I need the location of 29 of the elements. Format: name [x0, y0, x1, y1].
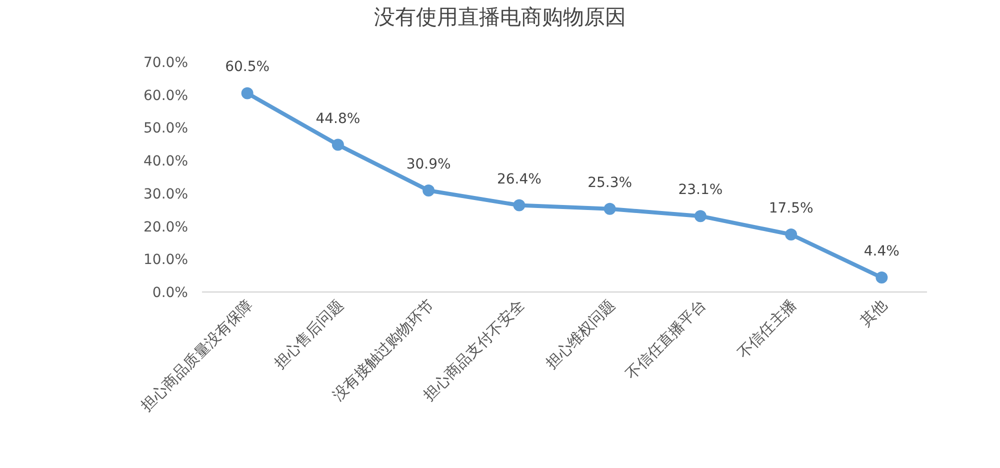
- y-tick-label: 40.0%: [144, 154, 188, 170]
- point: [332, 138, 344, 151]
- chart-title: 没有使用直播电商购物原因: [374, 5, 626, 29]
- x-tick-label: 其他: [856, 296, 891, 330]
- y-tick-label: 60.0%: [144, 88, 188, 104]
- y-tick-label: 50.0%: [144, 120, 188, 137]
- point: [513, 199, 526, 212]
- point: [876, 272, 888, 284]
- y-tick-label: 10.0%: [144, 252, 188, 268]
- y-tick-label: 20.0%: [144, 219, 188, 236]
- x-tick-label: 担心售后问题: [270, 296, 347, 372]
- data-label: 23.1%: [678, 182, 723, 198]
- data-label: 17.5%: [768, 200, 814, 216]
- point: [422, 184, 435, 196]
- data-label: 26.4%: [496, 171, 542, 188]
- x-tick-label: 不信任主播: [734, 296, 800, 362]
- data-label: 30.9%: [406, 156, 451, 172]
- y-tick-label: 30.0%: [144, 186, 188, 202]
- y-tick-label: 70.0%: [144, 55, 188, 71]
- data-label: 4.4%: [864, 244, 900, 260]
- data-label: 25.3%: [588, 174, 632, 191]
- point: [785, 228, 798, 240]
- data-label: 44.8%: [316, 110, 360, 127]
- x-tick-label: 不信任直播平台: [622, 296, 710, 384]
- x-tick-label: 担心维权问题: [542, 296, 619, 372]
- point: [604, 202, 616, 215]
- point: [694, 210, 706, 222]
- point: [241, 87, 254, 100]
- data-label: 60.5%: [225, 59, 270, 76]
